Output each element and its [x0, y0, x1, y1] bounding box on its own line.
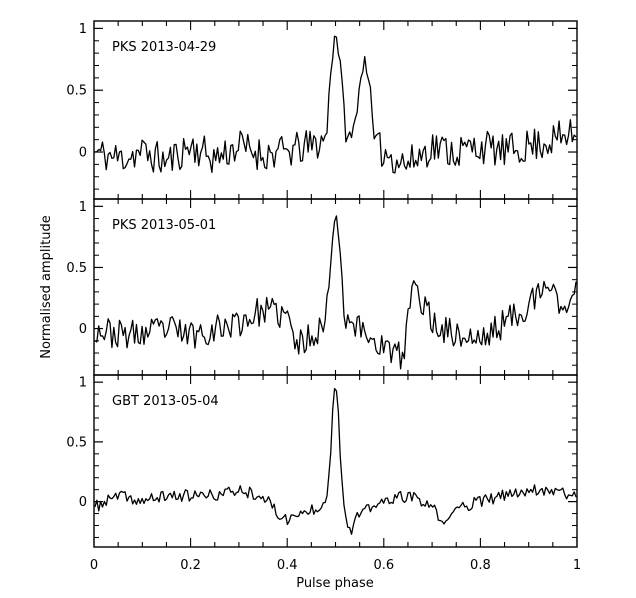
y-tick-label: 0: [79, 322, 87, 337]
y-tick-label: 0: [79, 495, 87, 510]
x-tick-label: 0.6: [373, 558, 394, 573]
panel-label: PKS 2013-05-01: [112, 218, 216, 233]
panel-3: 0 0.5 1 GBT 2013-05-04: [66, 374, 578, 548]
profile-line: [94, 35, 577, 174]
panel-2: 0 0.5 1 PKS 2013-05-01: [66, 198, 578, 376]
x-tick-label: 0.8: [470, 558, 491, 573]
x-tick-label: 0.2: [180, 558, 201, 573]
panel-1: 0 0.5 1 PKS 2013-04-29: [66, 20, 578, 200]
profile-line: [94, 387, 577, 535]
y-tick-label: 0: [79, 146, 87, 161]
y-tick-label: 1: [79, 22, 87, 37]
x-tick-label: 0: [90, 558, 98, 573]
y-tick-label: 0.5: [66, 84, 87, 99]
x-axis-label: Pulse phase: [296, 576, 374, 591]
panel-label: GBT 2013-05-04: [112, 394, 219, 409]
x-tick-label: 1: [573, 558, 581, 573]
y-tick-label: 0.5: [66, 261, 87, 276]
y-tick-label: 0.5: [66, 435, 87, 450]
profile-line: [94, 215, 577, 370]
y-tick-label: 1: [79, 200, 87, 215]
y-axis-label: Normalised amplitude: [39, 215, 54, 359]
panel-label: PKS 2013-04-29: [112, 40, 216, 55]
y-tick-label: 1: [79, 376, 87, 391]
x-tick-label: 0.4: [277, 558, 298, 573]
